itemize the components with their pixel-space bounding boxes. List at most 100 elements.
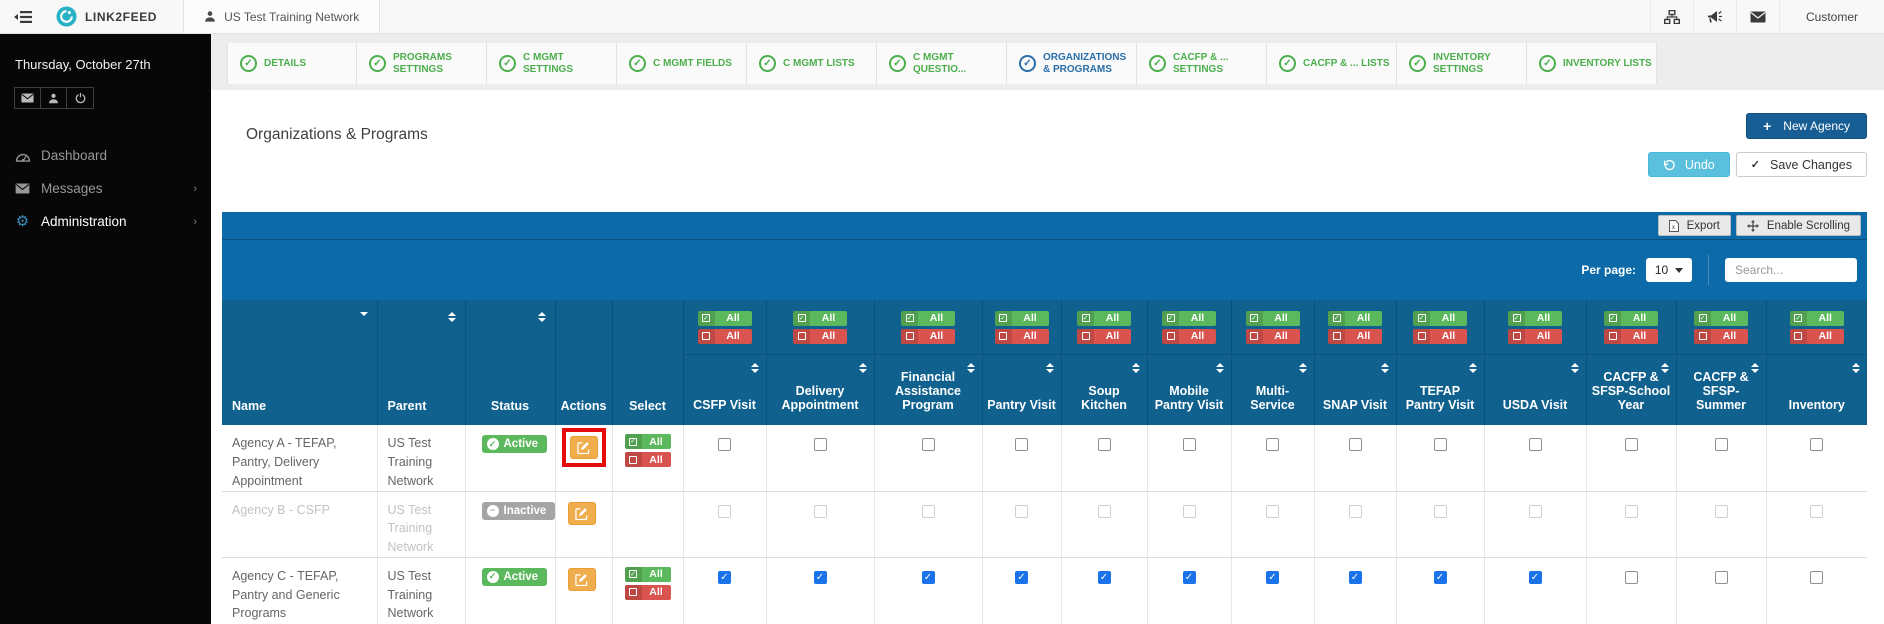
program-label-zone[interactable]: Pantry Visit xyxy=(983,355,1061,424)
sort-icon[interactable] xyxy=(1380,363,1389,373)
brand[interactable]: LINK2FEED xyxy=(46,0,183,33)
checkbox-checked[interactable]: ✓ xyxy=(921,570,935,584)
wizard-step[interactable]: ✓ DETAILS xyxy=(227,43,357,84)
sort-icon[interactable] xyxy=(1750,363,1759,373)
network-tab[interactable]: US Test Training Network xyxy=(183,0,381,33)
deselect-all-button[interactable]: All xyxy=(624,452,671,467)
program-label-zone[interactable]: Financial Assistance Program xyxy=(875,355,982,424)
wizard-step[interactable]: ✓ CACFP & ... SETTINGS xyxy=(1137,43,1267,84)
program-label-zone[interactable]: Inventory xyxy=(1767,355,1868,424)
save-changes-button[interactable]: ✓ Save Changes xyxy=(1735,152,1867,177)
deselect-all-button[interactable]: All xyxy=(1077,328,1131,344)
select-all-button[interactable]: ✓ All xyxy=(793,310,847,326)
wizard-step[interactable]: ✓ C MGMT QUESTIO... xyxy=(877,43,1007,84)
edit-agency-button[interactable] xyxy=(569,436,598,459)
sort-icon[interactable] xyxy=(1215,363,1224,373)
deselect-all-button[interactable]: All xyxy=(1694,328,1748,344)
checkbox-unchecked[interactable] xyxy=(718,438,731,451)
deselect-all-button[interactable]: All xyxy=(697,328,752,344)
sort-icon[interactable] xyxy=(537,312,546,322)
deselect-all-button[interactable]: All xyxy=(1413,328,1467,344)
sort-icon[interactable] xyxy=(1468,363,1477,373)
sort-desc-icon[interactable] xyxy=(359,312,368,316)
checkbox-unchecked[interactable] xyxy=(1182,438,1196,451)
column-header-actions[interactable]: Actions xyxy=(555,300,613,425)
checkbox-unchecked[interactable] xyxy=(1097,504,1111,518)
user-menu[interactable]: Customer xyxy=(1778,0,1884,33)
checkbox-unchecked[interactable] xyxy=(1266,438,1279,451)
program-label-zone[interactable]: USDA Visit xyxy=(1485,355,1586,424)
checkbox-unchecked[interactable] xyxy=(1624,570,1638,584)
sidebar-item-administration[interactable]: ⚙ Administration › xyxy=(0,205,211,238)
wizard-step[interactable]: ✓ C MGMT FIELDS xyxy=(617,43,747,84)
checkbox-checked[interactable]: ✓ xyxy=(718,570,731,584)
select-all-button[interactable]: ✓ All xyxy=(697,310,752,326)
program-label-zone[interactable]: TEFAP Pantry Visit xyxy=(1397,355,1484,424)
sitemap-icon[interactable] xyxy=(1649,0,1693,33)
search-input[interactable] xyxy=(1725,258,1857,282)
checkbox-checked[interactable]: ✓ xyxy=(813,570,827,584)
wizard-step[interactable]: ✓ C MGMT SETTINGS xyxy=(487,43,617,84)
new-agency-button[interactable]: + New Agency xyxy=(1746,113,1867,139)
checkbox-unchecked[interactable] xyxy=(1528,438,1542,451)
checkbox-unchecked[interactable] xyxy=(1348,438,1362,451)
select-all-button[interactable]: ✓ All xyxy=(1245,310,1300,326)
checkbox-unchecked[interactable] xyxy=(1714,504,1728,518)
deselect-all-button[interactable]: All xyxy=(1162,328,1216,344)
select-all-button[interactable]: ✓ All xyxy=(1162,310,1216,326)
deselect-all-button[interactable]: All xyxy=(1789,328,1844,344)
checkbox-unchecked[interactable] xyxy=(1182,504,1196,518)
checkbox-unchecked[interactable] xyxy=(1810,438,1824,451)
program-label-zone[interactable]: CACFP & SFSP-School Year xyxy=(1587,355,1676,424)
edit-agency-button[interactable] xyxy=(567,501,596,525)
deselect-all-button[interactable]: All xyxy=(1328,328,1382,344)
checkbox-unchecked[interactable] xyxy=(1714,438,1728,451)
deselect-all-button[interactable]: All xyxy=(994,328,1049,344)
enable-scrolling-button[interactable]: Enable Scrolling xyxy=(1735,215,1861,236)
checkbox-unchecked[interactable] xyxy=(813,438,827,451)
wizard-step[interactable]: ✓ ORGANIZATIONS & PROGRAMS xyxy=(1007,43,1137,84)
envelope-icon[interactable] xyxy=(15,88,41,108)
column-header-name[interactable]: Name xyxy=(222,300,378,425)
select-all-button[interactable]: ✓ All xyxy=(994,310,1049,326)
sort-icon[interactable] xyxy=(858,363,867,373)
deselect-all-button[interactable]: All xyxy=(901,328,955,344)
sort-icon[interactable] xyxy=(1660,363,1669,373)
wizard-step[interactable]: ✓ CACFP & ... LISTS xyxy=(1267,43,1397,84)
deselect-all-button[interactable]: All xyxy=(793,328,847,344)
deselect-all-button[interactable]: All xyxy=(1245,328,1300,344)
checkbox-unchecked[interactable] xyxy=(718,504,731,518)
select-all-button[interactable]: ✓ All xyxy=(901,310,955,326)
sidebar-item-messages[interactable]: Messages › xyxy=(0,172,211,205)
column-header-parent[interactable]: Parent xyxy=(377,300,466,425)
checkbox-unchecked[interactable] xyxy=(1714,570,1728,584)
wizard-step[interactable]: ✓ INVENTORY LISTS xyxy=(1527,43,1657,84)
checkbox-unchecked[interactable] xyxy=(1810,504,1824,518)
checkbox-unchecked[interactable] xyxy=(1433,504,1447,518)
program-label-zone[interactable]: CACFP & SFSP-Summer xyxy=(1677,355,1766,424)
checkbox-unchecked[interactable] xyxy=(1015,504,1028,518)
sort-icon[interactable] xyxy=(447,312,456,322)
program-label-zone[interactable]: Soup Kitchen xyxy=(1062,355,1147,424)
checkbox-unchecked[interactable] xyxy=(921,504,935,518)
wizard-step[interactable]: ✓ INVENTORY SETTINGS xyxy=(1397,43,1527,84)
program-label-zone[interactable]: Delivery Appointment xyxy=(767,355,874,424)
select-all-button[interactable]: ✓ All xyxy=(1077,310,1131,326)
select-all-button[interactable]: ✓ All xyxy=(1694,310,1748,326)
select-all-button[interactable]: ✓ All xyxy=(1604,310,1658,326)
checkbox-unchecked[interactable] xyxy=(1433,438,1447,451)
sort-icon[interactable] xyxy=(750,363,759,373)
checkbox-checked[interactable]: ✓ xyxy=(1348,570,1362,584)
checkbox-unchecked[interactable] xyxy=(1810,570,1824,584)
checkbox-unchecked[interactable] xyxy=(813,504,827,518)
checkbox-checked[interactable]: ✓ xyxy=(1182,570,1196,584)
wizard-step[interactable]: ✓ C MGMT LISTS xyxy=(747,43,877,84)
checkbox-checked[interactable]: ✓ xyxy=(1097,570,1111,584)
export-button[interactable]: x Export xyxy=(1657,215,1731,236)
sort-icon[interactable] xyxy=(1852,363,1860,373)
program-label-zone[interactable]: Mobile Pantry Visit xyxy=(1148,355,1231,424)
checkbox-unchecked[interactable] xyxy=(1528,504,1542,518)
select-all-button[interactable]: ✓ All xyxy=(1789,310,1844,326)
column-header-status[interactable]: Status xyxy=(465,300,556,425)
checkbox-checked[interactable]: ✓ xyxy=(1528,570,1542,584)
